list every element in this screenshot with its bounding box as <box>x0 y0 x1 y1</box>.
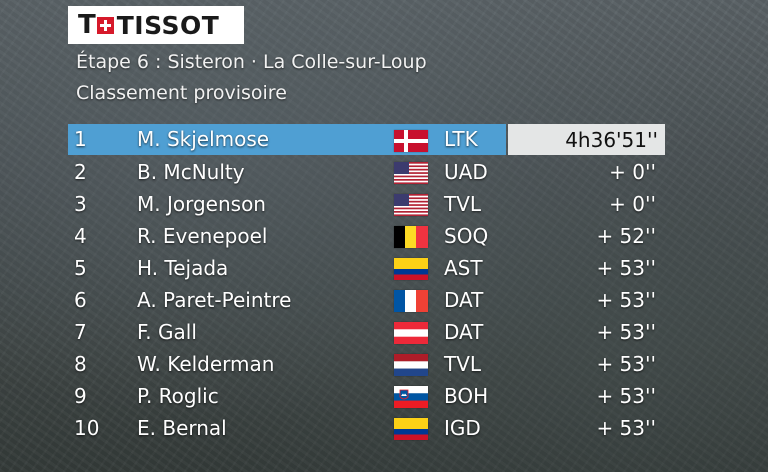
colombia-flag-icon <box>394 418 428 440</box>
standings-row: 6 A. Paret-Peintre DAT + 53'' <box>68 284 668 316</box>
logo-wordmark: TISSOT <box>116 10 220 40</box>
team-code: BOH <box>444 384 489 408</box>
rider-name: A. Paret-Peintre <box>137 288 292 312</box>
rider-name: W. Kelderman <box>137 352 275 376</box>
rider-time-gap: + 0'' <box>609 192 656 216</box>
standings-row: 8 W. Kelderman TVL + 53'' <box>68 348 668 380</box>
rider-name: M. Jorgenson <box>137 192 266 216</box>
france-flag-icon <box>394 290 428 312</box>
rider-time-gap: + 53'' <box>596 416 656 440</box>
rider-time-gap: + 53'' <box>596 320 656 344</box>
rider-name: B. McNulty <box>137 160 245 184</box>
rider-time-gap: + 53'' <box>596 352 656 376</box>
rider-position: 8 <box>74 352 87 376</box>
rider-time-gap: + 53'' <box>596 256 656 280</box>
rider-position: 7 <box>74 320 87 344</box>
team-code: DAT <box>444 288 484 312</box>
standings-table: 1 M. Skjelmose LTK 4h36'51'' 2 B. McNult… <box>68 124 668 444</box>
rider-position: 4 <box>74 224 87 248</box>
rider-time-gap: + 0'' <box>609 160 656 184</box>
rider-name: M. Skjelmose <box>137 127 270 151</box>
team-code: TVL <box>444 192 482 216</box>
rider-time-gap: + 53'' <box>596 288 656 312</box>
rider-position: 3 <box>74 192 87 216</box>
standings-subtitle: Classement provisoire <box>76 82 287 104</box>
belgium-flag-icon <box>394 226 428 248</box>
rider-name: F. Gall <box>137 320 197 344</box>
rider-name: P. Roglic <box>137 384 219 408</box>
team-code: TVL <box>444 352 482 376</box>
rider-time-gap: + 52'' <box>596 224 656 248</box>
rider-name: R. Evenepoel <box>137 224 268 248</box>
tissot-logo-mark: T <box>78 12 115 38</box>
standings-row: 10 E. Bernal IGD + 53'' <box>68 412 668 444</box>
standings-row: 2 B. McNulty UAD + 0'' <box>68 156 668 188</box>
team-code: UAD <box>444 160 488 184</box>
rider-position: 1 <box>74 127 87 151</box>
standings-row-leader: 1 M. Skjelmose LTK 4h36'51'' <box>68 124 668 155</box>
rider-name: H. Tejada <box>137 256 229 280</box>
usa-flag-icon <box>394 194 428 216</box>
team-code: LTK <box>444 127 478 151</box>
rider-position: 9 <box>74 384 87 408</box>
usa-flag-icon <box>394 162 428 184</box>
logo-letter: T <box>78 10 96 40</box>
leader-highlight-bar <box>68 124 506 155</box>
standings-row: 7 F. Gall DAT + 53'' <box>68 316 668 348</box>
standings-row: 4 R. Evenepoel SOQ + 52'' <box>68 220 668 252</box>
swiss-cross-icon <box>96 16 114 34</box>
standings-row: 9 P. Roglic BOH + 53'' <box>68 380 668 412</box>
colombia-flag-icon <box>394 258 428 280</box>
rider-position: 2 <box>74 160 87 184</box>
austria-flag-icon <box>394 322 428 344</box>
rider-time-gap: + 53'' <box>596 384 656 408</box>
leader-time-box <box>508 124 665 155</box>
rider-name: E. Bernal <box>137 416 227 440</box>
team-code: IGD <box>444 416 481 440</box>
team-code: AST <box>444 256 483 280</box>
slovenia-flag-icon <box>394 386 428 408</box>
standings-row: 3 M. Jorgenson TVL + 0'' <box>68 188 668 220</box>
rider-position: 10 <box>74 416 100 440</box>
rider-position: 6 <box>74 288 87 312</box>
rider-position: 5 <box>74 256 87 280</box>
standings-row: 5 H. Tejada AST + 53'' <box>68 252 668 284</box>
netherlands-flag-icon <box>394 354 428 376</box>
tissot-logo: T TISSOT <box>68 6 244 44</box>
stage-title: Étape 6 : Sisteron · La Colle-sur-Loup <box>76 51 427 73</box>
team-code: DAT <box>444 320 484 344</box>
rider-time: 4h36'51'' <box>565 128 658 152</box>
denmark-flag-icon <box>394 130 428 152</box>
team-code: SOQ <box>444 224 489 248</box>
